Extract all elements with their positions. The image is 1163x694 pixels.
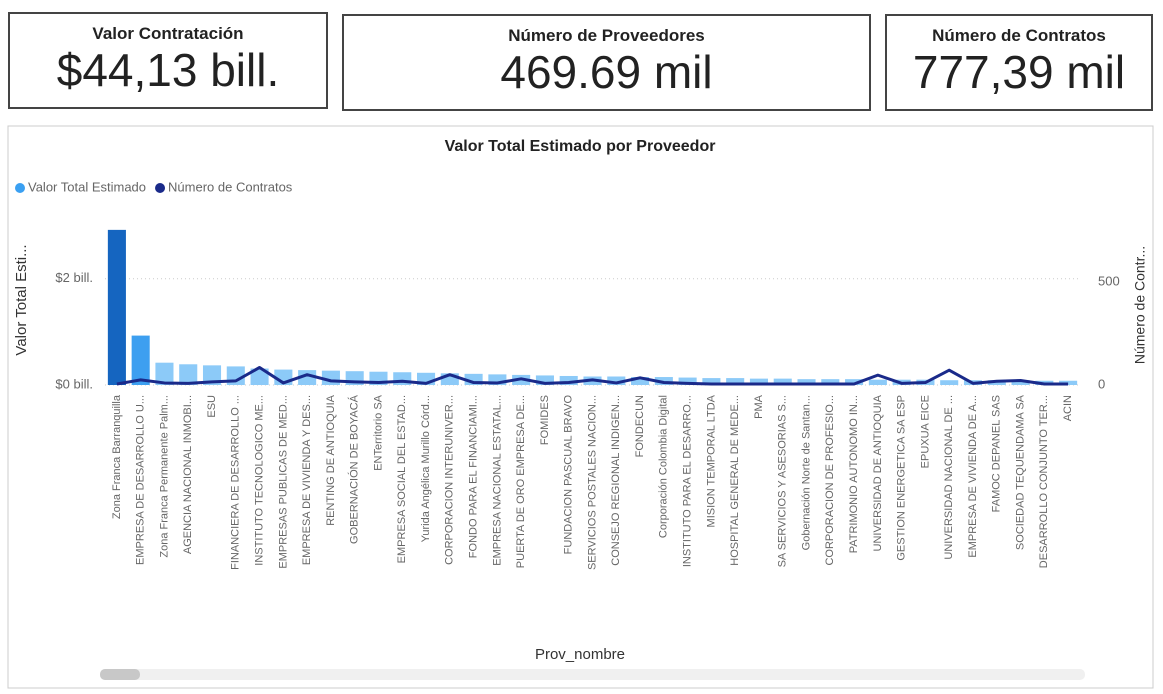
bar	[749, 378, 768, 385]
bar	[1011, 380, 1030, 385]
bar	[464, 373, 483, 385]
card-value: 777,39 mil	[912, 46, 1126, 98]
x-tick-label: SOCIEDAD TEQUENDAMA SA	[1014, 394, 1026, 550]
x-tick-label: CORPORACION DE PROFESIO...	[824, 395, 836, 566]
x-tick-label: EMPRESA DE DESARROLLO U...	[135, 395, 147, 565]
x-tick-label: RENTING DE ANTIOQUIA	[325, 394, 337, 525]
bar	[845, 379, 864, 385]
card-title: Número de Proveedores	[508, 26, 705, 45]
x-tick-label: Zona Franca Barranquilla	[111, 394, 123, 519]
bar	[179, 364, 198, 385]
x-tick-label: AGENCIA NACIONAL INMOBI...	[182, 395, 194, 554]
y-tick-label: $0 bill.	[55, 376, 93, 391]
y2-tick-label: 500	[1098, 273, 1120, 288]
x-tick-label: ENTerritorio SA	[372, 394, 384, 470]
kpi-card: Número de Contratos 777,39 mil	[885, 14, 1153, 111]
line	[116, 365, 1069, 386]
y-tick-label: $2 bill.	[55, 270, 93, 285]
x-tick-label: UNIVERSIDAD DE ANTIOQUIA	[872, 394, 884, 551]
card-title: Valor Contratación	[92, 24, 244, 43]
legend-marker	[155, 183, 166, 193]
y2-tick-label: 0	[1098, 376, 1105, 391]
legend-label: Valor Total Estimado	[28, 179, 146, 194]
kpi-card: Número de Proveedores 469.69 mil	[342, 14, 871, 111]
card-value: 469.69 mil	[500, 46, 713, 98]
scrollbar[interactable]	[100, 669, 1085, 680]
x-tick-label: FAMOC DEPANEL SAS	[991, 395, 1003, 512]
x-tick-label: PMA	[753, 394, 765, 419]
bar	[298, 370, 317, 385]
bar	[107, 229, 126, 385]
x-tick-label: PUERTA DE ORO EMPRESA DE...	[515, 395, 527, 568]
chart-title: Valor Total Estimado por Proveedor	[445, 138, 716, 155]
x-tick-label: INSTITUTO TECNOLOGICO ME...	[253, 395, 265, 566]
kpi-card: Valor Contratación $44,13 bill.	[8, 12, 328, 109]
bar	[726, 378, 745, 385]
x-tick-label: UNIVERSIDAD NACIONAL DE ...	[943, 395, 955, 560]
x-tick-label: SERVICIOS POSTALES NACION...	[586, 395, 598, 570]
x-tick-label: CORPORACION INTERUNIVER...	[444, 395, 456, 565]
x-tick-label: FONDO PARA EL FINANCIAMI...	[468, 395, 480, 558]
x-tick-label: INSTITUTO PARA EL DESARRO...	[682, 395, 694, 567]
bar	[488, 374, 507, 385]
x-tick-label: EMPRESA DE VIVIENDA DE A...	[967, 395, 979, 558]
x-tick-label: FUNDACION PASCUAL BRAVO	[563, 395, 575, 555]
chart-frame	[7, 125, 1154, 689]
x-tick-label: PATRIMONIO AUTONOMO IN...	[848, 395, 860, 553]
x-tick-label: FONDECUN	[634, 395, 646, 457]
bar	[250, 368, 269, 385]
x-tick-label: EMPRESA SOCIAL DEL ESTAD...	[396, 395, 408, 563]
bar	[155, 362, 174, 385]
x-tick-label: Zona Franca Permanente Palm...	[158, 395, 170, 558]
y2-axis-title: Número de Contr...	[1132, 246, 1148, 364]
x-tick-label: MISION TEMPORAL LTDA	[705, 394, 717, 527]
card-value: $44,13 bill.	[56, 44, 280, 96]
card-title: Número de Contratos	[932, 26, 1106, 45]
x-tick-label: DESARROLLO CONJUNTO TER...	[1038, 395, 1050, 568]
scrollbar-thumb[interactable]	[100, 669, 140, 680]
x-axis-title: Prov_nombre	[535, 646, 625, 663]
bar	[821, 379, 840, 385]
x-tick-label: GOBERNACIÓN DE BOYACÁ	[348, 394, 361, 544]
bar	[559, 375, 578, 385]
x-tick-label: EMPRESA DE VIVIENDA Y DES...	[301, 395, 313, 565]
bar	[940, 380, 959, 385]
bar	[868, 379, 887, 385]
x-tick-label: Yurida Angélica Murillo Córd...	[420, 395, 432, 542]
bar	[131, 335, 150, 385]
x-tick-label: GESTION ENERGETICA SA ESP	[896, 395, 908, 561]
y-axis-title: Valor Total Esti...	[13, 244, 30, 355]
x-tick-label: Corporación Colombia Digital	[658, 395, 670, 538]
bar	[631, 377, 650, 385]
x-tick-label: FINANCIERA DE DESARROLLO ...	[230, 395, 242, 570]
x-tick-label: EMPRESA NACIONAL ESTATAL...	[491, 395, 503, 566]
legend-label: Número de Contratos	[168, 179, 293, 194]
x-tick-label: HOSPITAL GENERAL DE MEDE...	[729, 395, 741, 566]
bar	[773, 378, 792, 385]
bar	[702, 378, 721, 385]
bar	[797, 379, 816, 385]
x-tick-label: ACIN	[1062, 395, 1074, 421]
bar	[202, 365, 222, 385]
bar	[678, 377, 697, 385]
legend-marker	[15, 183, 25, 193]
x-tick-label: ESU	[206, 395, 218, 418]
x-tick-label: FOMIDES	[539, 395, 551, 445]
x-tick-label: EPUXUA EICE	[919, 395, 931, 468]
x-tick-label: CONSEJO REGIONAL INDIGEN...	[610, 395, 622, 566]
x-tick-label: Gobernación Norte de Santan...	[800, 395, 812, 550]
x-tick-label: SA SERVICIOS Y ASESORIAS S...	[777, 395, 789, 567]
bar	[535, 375, 554, 385]
bar	[607, 376, 626, 385]
x-tick-label: EMPRESAS PUBLICAS DE MED...	[277, 395, 289, 569]
bar	[440, 373, 459, 385]
